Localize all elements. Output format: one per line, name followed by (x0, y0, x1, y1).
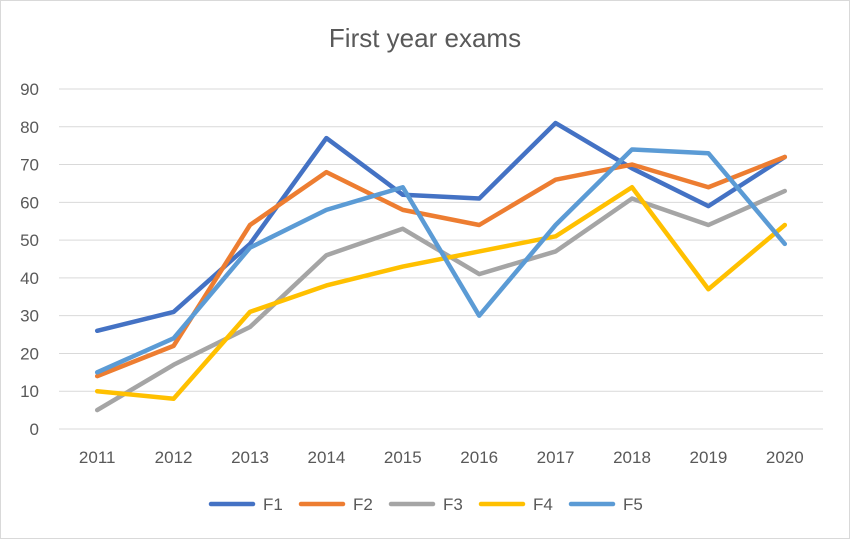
legend-label-f3: F3 (443, 495, 463, 514)
gridlines (59, 88, 823, 430)
y-tick-label: 40 (20, 269, 39, 288)
x-axis-tick-labels: 2011 2012 2013 2014 2015 2016 2017 2018 2019 2020 (79, 448, 804, 467)
y-tick-label: 80 (20, 118, 39, 137)
y-axis-tick-labels: 0 10 20 30 40 50 60 70 80 90 (20, 80, 39, 439)
legend-label-f2: F2 (353, 495, 373, 514)
series-line-f1 (94, 120, 788, 334)
series-lines (94, 120, 788, 413)
series-line-f5 (94, 147, 788, 375)
y-tick-label: 70 (20, 156, 39, 175)
chart-title: First year exams (328, 23, 522, 53)
y-tick-label: 30 (20, 307, 39, 326)
legend-label-f1: F1 (263, 495, 283, 514)
y-tick-label: 10 (20, 382, 39, 401)
x-tick-label: 2015 (384, 448, 422, 467)
x-tick-label: 2019 (689, 448, 727, 467)
x-tick-label: 2012 (155, 448, 193, 467)
y-tick-label: 60 (20, 193, 39, 212)
x-tick-label: 2018 (613, 448, 651, 467)
x-tick-label: 2011 (79, 448, 116, 467)
y-tick-label: 90 (20, 80, 39, 99)
y-tick-label: 0 (30, 420, 39, 439)
y-tick-label: 50 (20, 231, 39, 250)
legend-label-f4: F4 (533, 495, 553, 514)
series-line-f4 (94, 184, 788, 402)
x-tick-label: 2013 (231, 448, 269, 467)
x-tick-label: 2020 (766, 448, 804, 467)
legend: F1 F2 F3 F4 F5 (208, 495, 643, 514)
x-tick-label: 2014 (307, 448, 345, 467)
x-tick-label: 2017 (537, 448, 575, 467)
x-tick-label: 2016 (460, 448, 498, 467)
y-tick-label: 20 (20, 344, 39, 363)
legend-label-f5: F5 (623, 495, 643, 514)
series-line-f2 (94, 154, 788, 379)
